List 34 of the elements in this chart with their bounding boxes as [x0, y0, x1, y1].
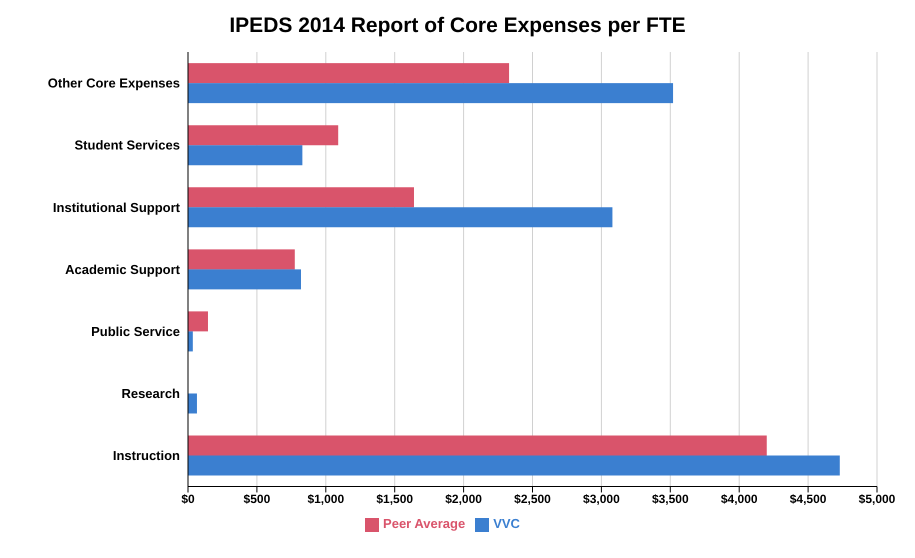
bar — [188, 145, 302, 166]
x-tick-label: $4,000 — [720, 492, 758, 506]
x-tick-label: $1,000 — [307, 492, 344, 506]
y-tick-label: Student Services — [74, 138, 180, 153]
x-tick-label: $2,000 — [445, 492, 482, 506]
x-tick-label: $2,500 — [514, 492, 552, 506]
legend-label: Peer Average — [383, 516, 466, 532]
bar — [188, 125, 338, 146]
bar — [188, 311, 208, 332]
y-tick-label: Institutional Support — [52, 200, 181, 215]
bar — [188, 269, 301, 290]
x-tick-label: $3,000 — [583, 492, 620, 506]
y-tick-label: Instruction — [112, 448, 180, 464]
bar — [188, 331, 193, 352]
x-tick-label: $0 — [181, 492, 195, 506]
bar — [188, 187, 414, 208]
y-tick-label: Academic Support — [65, 262, 181, 277]
bar — [188, 393, 197, 414]
x-tick-label: $1,500 — [376, 492, 414, 506]
y-tick-label: Public Service — [91, 324, 180, 339]
x-tick-label: $500 — [244, 492, 271, 506]
chart-title: IPEDS 2014 Report of Core Expenses per FTE — [228, 14, 687, 38]
bar — [188, 63, 510, 84]
legend-label: VVC — [493, 516, 520, 532]
x-tick-label: $5,000 — [858, 492, 896, 506]
x-tick-label: $4,500 — [790, 492, 827, 506]
y-tick-label: Other Core Expenses — [48, 76, 180, 91]
bar — [188, 207, 612, 228]
bar — [188, 83, 674, 104]
bar — [188, 436, 767, 456]
bar — [188, 249, 295, 270]
x-tick-label: $3,500 — [652, 492, 689, 506]
y-tick-label: Research — [121, 386, 180, 401]
bar — [188, 456, 840, 476]
